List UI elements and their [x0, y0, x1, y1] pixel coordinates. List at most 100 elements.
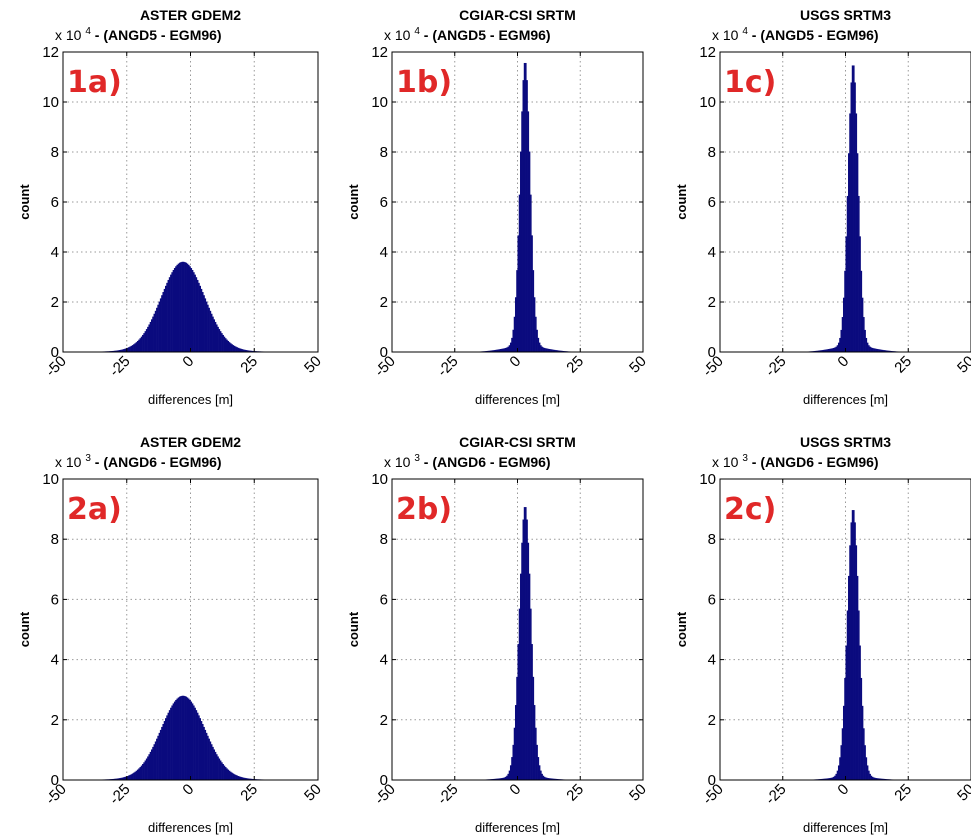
histogram-bar	[553, 778, 556, 780]
histogram-bar	[224, 767, 227, 780]
histogram-bar	[162, 292, 165, 352]
histogram-bar	[540, 770, 542, 780]
chart-panel-1a: 0 2 4 6 8 10 12 -50 -25 0 25 50 differences [m] count…	[17, 7, 325, 407]
histogram-bar	[827, 349, 830, 352]
histogram-bar	[177, 697, 180, 780]
histogram-bar	[117, 350, 120, 352]
histogram-bar	[194, 707, 196, 780]
histogram-bar	[520, 151, 522, 352]
scale-exponent: 3	[85, 453, 91, 464]
histogram-bar	[504, 347, 507, 352]
histogram-bar	[170, 707, 172, 780]
panel-label: 1b)	[396, 65, 452, 100]
histogram-bar	[217, 326, 219, 352]
histogram-bar	[830, 777, 832, 780]
histogram-bar	[193, 705, 195, 780]
histogram-bar	[555, 350, 557, 352]
histogram-bar	[494, 778, 497, 780]
histogram-bar	[189, 699, 191, 780]
histogram-bar	[537, 757, 540, 780]
histogram-bar	[140, 765, 143, 780]
histogram-bar	[542, 347, 545, 352]
histogram-bar	[531, 235, 533, 352]
histogram-bar	[159, 298, 162, 352]
scale-exponent: 4	[742, 26, 748, 37]
histogram-bar	[244, 349, 246, 352]
histogram-bar	[152, 746, 154, 780]
histogram-bar	[170, 274, 172, 352]
histogram-bar	[543, 347, 546, 352]
histogram-bar	[820, 778, 822, 780]
histogram-bar	[133, 772, 135, 780]
histogram-bar	[228, 342, 231, 352]
histogram-bar	[182, 261, 185, 352]
histogram-bar	[829, 778, 831, 780]
histogram-bar	[499, 349, 502, 352]
y-tick-label: 8	[51, 531, 59, 548]
histogram-bar	[186, 263, 189, 352]
histogram-bar	[506, 775, 508, 780]
histogram-bar	[553, 349, 556, 352]
y-tick-label: 6	[380, 194, 388, 211]
histogram-bar	[173, 268, 176, 352]
histogram-bar	[193, 272, 195, 352]
histogram-bar	[846, 195, 849, 352]
histogram-bar	[555, 778, 557, 780]
histogram-bar	[866, 765, 869, 780]
histogram-bar	[871, 776, 874, 780]
x-tick-label: -50	[699, 353, 726, 380]
histogram-bar	[861, 297, 864, 352]
histogram-bar	[541, 773, 543, 780]
histogram-bar	[154, 741, 157, 780]
histogram-bar	[521, 542, 523, 780]
histogram-bar	[244, 777, 246, 780]
histogram-bar	[176, 264, 179, 352]
histogram-bar	[237, 347, 240, 352]
histogram-bar	[558, 350, 561, 352]
chart-subtitle: - (ANGD5 - EGM96)	[748, 27, 879, 43]
panel-label: 1c)	[724, 65, 776, 100]
histogram-bar	[216, 754, 218, 780]
x-axis-label: differences [m]	[803, 820, 888, 835]
histogram-bar	[134, 771, 136, 780]
histogram-bar	[166, 715, 168, 780]
histogram-bar	[494, 349, 497, 352]
chart-title: ASTER GDEM2	[140, 7, 241, 23]
y-axis-label: count	[17, 184, 32, 220]
chart-subtitle: - (ANGD6 - EGM96)	[748, 454, 879, 470]
histogram-bar	[144, 331, 147, 352]
y-tick-label: 4	[708, 652, 716, 669]
histogram-bar	[119, 778, 121, 780]
histogram-bar	[147, 756, 149, 780]
histogram-bar	[826, 349, 829, 352]
histogram-bar	[530, 608, 532, 780]
histogram-bar	[162, 723, 165, 780]
histogram-bar	[825, 349, 827, 352]
histogram-bar	[249, 350, 251, 352]
histogram-bar	[493, 350, 496, 352]
histogram-bar	[854, 82, 856, 353]
x-tick-label: 0	[506, 353, 524, 371]
y-tick-label: 10	[699, 471, 716, 488]
histogram-bar	[136, 769, 139, 780]
histogram-bar	[875, 778, 878, 780]
histogram-bar	[518, 194, 521, 352]
histogram-bar	[149, 321, 152, 352]
histogram-bar	[226, 768, 228, 780]
histogram-bar	[532, 270, 535, 352]
histogram-bar	[513, 316, 516, 352]
histogram-bar	[116, 350, 119, 352]
y-tick-label: 8	[380, 144, 388, 161]
histogram-bar	[238, 776, 241, 780]
histogram-bar	[511, 757, 513, 780]
histogram-bar	[835, 346, 838, 352]
histogram-bar	[128, 775, 130, 780]
histogram-bar	[199, 718, 201, 780]
histogram-bar	[548, 778, 551, 780]
histogram-bar	[150, 319, 153, 352]
histogram-bar	[198, 282, 200, 352]
histogram-bar	[219, 331, 222, 352]
histogram-bar	[497, 349, 499, 352]
histogram-bar	[240, 776, 242, 780]
y-tick-label: 4	[51, 244, 59, 261]
